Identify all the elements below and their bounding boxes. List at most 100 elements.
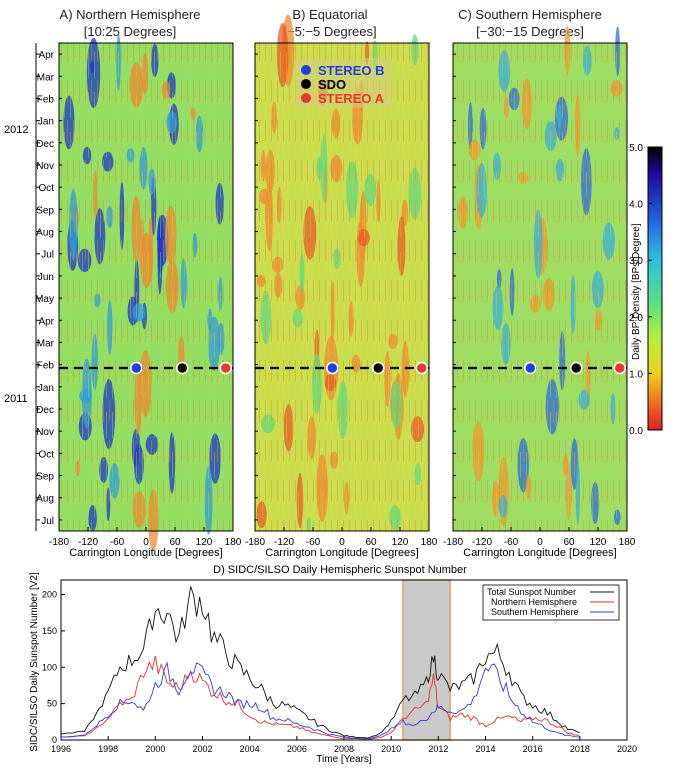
heatmap-equatorial-texture: [255, 43, 429, 531]
sunspot-tick-label: 200: [42, 590, 57, 600]
month-label: Nov: [36, 161, 54, 172]
year-tick-label: 2004: [240, 744, 260, 754]
longitude-tick-label: -180: [49, 537, 69, 548]
longitude-tick-label: -120: [472, 537, 492, 548]
month-label: Jul: [41, 516, 54, 527]
panel-a-subtitle: [10:25 Degrees]: [83, 24, 177, 39]
panel-a-xlabel: Carrington Longitude [Degrees]: [69, 547, 222, 559]
panel-c-title-text: C) Southern Hemisphere: [458, 7, 602, 22]
longitude-tick-label: -180: [443, 537, 463, 548]
month-label: Dec: [36, 405, 54, 416]
sunspot-tick-label: 150: [42, 626, 57, 636]
year-tick-label: 2016: [523, 744, 543, 754]
colorbar-tick-label: 2.0: [629, 313, 643, 324]
month-axis: Apr Mar Feb Jan Dec Nov Oct Sep Aug Jul Jun May Apr M…: [35, 50, 456, 527]
year-label-2011: 2011: [4, 393, 28, 405]
panel-b-xlabel: Carrington Longitude [Degrees]: [265, 547, 418, 559]
legend-stereo-b-marker: [301, 65, 311, 75]
spacecraft-marker: [613, 361, 626, 375]
month-label: Aug: [36, 494, 54, 505]
spacecraft-legend: STEREO B SDO STEREO A: [294, 58, 392, 108]
longitude-tick-label: -180: [245, 537, 265, 548]
spacecraft-markers: [59, 361, 627, 375]
colorbar-tick-label: 1.0: [629, 369, 643, 380]
spacecraft-marker: [219, 361, 232, 375]
sunspot-tick-label: 100: [42, 662, 57, 672]
longitude-tick-label: -120: [274, 537, 294, 548]
month-label: Jun: [38, 272, 54, 283]
panel-b-title-text: B) Equatorial: [292, 7, 368, 22]
legend-sdo-marker: [301, 79, 311, 89]
legend-sdo-label: SDO: [318, 77, 346, 92]
month-label: Sep: [36, 205, 54, 216]
spacecraft-marker: [570, 361, 583, 375]
line-chart-ylabel: SIDC/SILSO Daily Sunspot Number [V2]: [29, 572, 40, 752]
colorbar-tick-label: 5.0: [629, 143, 643, 154]
line-chart-title: D) SIDC/SILSO Daily Hemispheric Sunspot …: [213, 564, 467, 576]
legend-stereo-a-label: STEREO A: [318, 91, 385, 106]
legend-stereo-b-label: STEREO B: [318, 63, 384, 78]
spacecraft-marker: [130, 361, 143, 375]
sunspot-tick-label: 50: [47, 699, 57, 709]
panel-b-title: B) Equatorial [−5:−5 Degrees]: [250, 6, 410, 40]
longitude-ticks: -180 -120 -60 0 60 120 180 -180 -120 -60 0 60 120 180…: [49, 527, 636, 548]
colorbar-gradient: [647, 146, 663, 431]
month-label: Jan: [38, 383, 54, 394]
line-chart-ticks: 1996 1998 2000 2002 2004 2006 2008 2010 2012 2014…: [42, 590, 637, 754]
legend-south-label: Southern Hemisphere: [491, 607, 579, 617]
year-tick-label: 2020: [617, 744, 637, 754]
legend-north-label: Northern Hemisphere: [491, 597, 577, 607]
longitude-tick-label: 0: [537, 537, 543, 548]
panel-a-title: A) Northern Hemisphere [10:25 Degrees]: [50, 6, 210, 40]
panel-c-xlabel: Carrington Longitude [Degrees]: [463, 547, 616, 559]
spacecraft-marker: [372, 361, 385, 375]
colorbar-tick-label: 0.0: [629, 426, 643, 437]
longitude-tick-label: -60: [110, 537, 125, 548]
longitude-tick-label: 120: [196, 537, 213, 548]
month-label: Dec: [36, 139, 54, 150]
north-hemisphere-line: [60, 655, 580, 740]
heatmap-north-texture: [59, 43, 233, 531]
longitude-tick-label: 60: [365, 537, 377, 548]
legend-stereo-a-marker: [301, 93, 311, 103]
month-label: Mar: [37, 72, 55, 83]
year-tick-label: 1996: [51, 744, 71, 754]
colorbar: 0.0 1.0 2.0 3.0 4.0 5.0 Daily BP Density [BPs…: [629, 143, 663, 437]
year-tick-label: 2018: [570, 744, 590, 754]
line-chart: 1996 1998 2000 2002 2004 2006 2008 2010 2012 2014…: [42, 579, 637, 754]
longitude-tick-label: 120: [392, 537, 409, 548]
longitude-tick-label: 60: [169, 537, 181, 548]
year-tick-label: 2008: [334, 744, 354, 754]
year-tick-label: 2010: [381, 744, 401, 754]
month-label: Apr: [38, 316, 54, 327]
month-label: Feb: [37, 361, 55, 372]
spacecraft-marker: [326, 361, 339, 375]
longitude-tick-label: 0: [143, 537, 149, 548]
line-chart-xlabel: Time [Years]: [316, 754, 372, 765]
line-chart-legend: Total Sunspot Number Northern Hemisphere…: [482, 584, 620, 621]
month-label: Jul: [41, 250, 54, 261]
south-hemisphere-line: [61, 661, 580, 740]
longitude-tick-label: 180: [225, 537, 242, 548]
year-tick-label: 2006: [287, 744, 307, 754]
longitude-tick-label: 0: [339, 537, 345, 548]
spacecraft-marker: [524, 361, 537, 375]
spacecraft-marker: [176, 361, 189, 375]
month-label: Mar: [37, 338, 55, 349]
longitude-tick-label: -120: [78, 537, 98, 548]
longitude-tick-label: 120: [590, 537, 607, 548]
panel-c-subtitle: [−30:−15 Degrees]: [476, 24, 584, 39]
longitude-tick-label: 60: [563, 537, 575, 548]
year-tick-label: 2014: [475, 744, 495, 754]
heatmap-north: [58, 33, 234, 552]
heatmap-south: [452, 25, 628, 532]
year-label-2012: 2012: [4, 124, 28, 136]
month-label: Sep: [36, 472, 54, 483]
month-label: Jan: [38, 117, 54, 128]
panel-a-title-text: A) Northern Hemisphere: [59, 7, 201, 22]
month-label: Aug: [36, 228, 54, 239]
panel-b-subtitle: [−5:−5 Degrees]: [283, 24, 377, 39]
month-label: May: [35, 294, 54, 305]
year-tick-label: 2012: [428, 744, 448, 754]
